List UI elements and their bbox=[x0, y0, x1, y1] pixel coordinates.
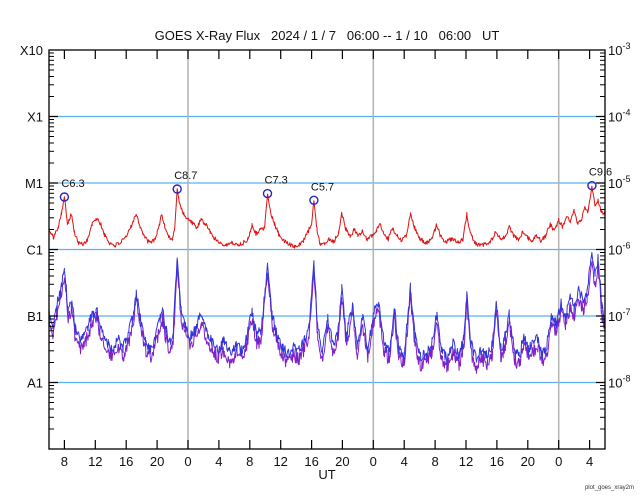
y-right-label: 10-5 bbox=[608, 174, 630, 191]
x-tick-label: 16 bbox=[490, 454, 504, 469]
x-axis-title: UT bbox=[318, 467, 335, 482]
flare-annotations: C6.3 C8.7 C7.3 C5.7 C9.6 bbox=[59, 167, 612, 206]
x-tick-label: 4 bbox=[586, 454, 593, 469]
x-tick-label: 20 bbox=[521, 454, 535, 469]
axis-ticks bbox=[49, 50, 605, 449]
flare-marker bbox=[172, 184, 182, 194]
x-tick-label: 12 bbox=[88, 454, 102, 469]
y-right-label: 10-3 bbox=[608, 41, 630, 58]
y-left-label: X10 bbox=[20, 43, 43, 58]
x-tick-label: 12 bbox=[273, 454, 287, 469]
x-tick-label: 8 bbox=[61, 454, 68, 469]
y-left-label: A1 bbox=[27, 376, 43, 391]
y-left-label: X1 bbox=[27, 110, 43, 125]
flare-marker bbox=[59, 192, 70, 202]
flare-marker bbox=[309, 195, 319, 206]
plot-script-credit: plot_goes_xray2m bbox=[585, 485, 634, 491]
x-tick-label: 0 bbox=[184, 454, 191, 469]
y-right-label: 10-7 bbox=[608, 307, 630, 324]
x-tick-label: 8 bbox=[246, 454, 253, 469]
x-tick-label: 0 bbox=[555, 454, 562, 469]
flux-line-blue bbox=[48, 252, 606, 363]
y-right-label: 10-8 bbox=[608, 374, 630, 391]
x-tick-label: 0 bbox=[370, 454, 377, 469]
flare-label: C8.7 bbox=[174, 170, 197, 182]
flare-marker bbox=[262, 188, 273, 199]
chart-title: GOES X-Ray Flux 2024 / 1 / 7 06:00 -- 1 … bbox=[155, 28, 500, 43]
flare-label: C7.3 bbox=[265, 175, 288, 187]
flare-label: C9.6 bbox=[589, 167, 612, 179]
flare-marker bbox=[587, 180, 597, 191]
x-tick-label: 12 bbox=[459, 454, 473, 469]
x-tick-label: 8 bbox=[431, 454, 438, 469]
y-right-label: 10-6 bbox=[608, 241, 630, 258]
flux-series bbox=[48, 185, 606, 374]
y-left-label: B1 bbox=[27, 309, 43, 324]
y-left-label: M1 bbox=[25, 176, 43, 191]
x-tick-label: 20 bbox=[335, 454, 349, 469]
x-tick-label: 16 bbox=[304, 454, 318, 469]
flare-label: C6.3 bbox=[61, 178, 84, 190]
axis-labels: 8 12 16 20 0 4 8 12 16 20 0 4 8 12 16 20 0 4 X10 X1 M1 C1 B1 A1… bbox=[20, 41, 631, 469]
flare-label: C5.7 bbox=[311, 181, 334, 193]
x-tick-label: 4 bbox=[215, 454, 222, 469]
flux-line-purple bbox=[48, 259, 606, 374]
plot-gridlines bbox=[49, 115, 605, 384]
y-left-label: C1 bbox=[26, 243, 43, 258]
x-tick-label: 16 bbox=[119, 454, 133, 469]
x-tick-label: 4 bbox=[401, 454, 408, 469]
flux-line-red bbox=[48, 185, 606, 249]
y-right-label: 10-4 bbox=[608, 108, 630, 125]
x-tick-label: 20 bbox=[150, 454, 164, 469]
day-boundary-lines bbox=[187, 50, 560, 449]
